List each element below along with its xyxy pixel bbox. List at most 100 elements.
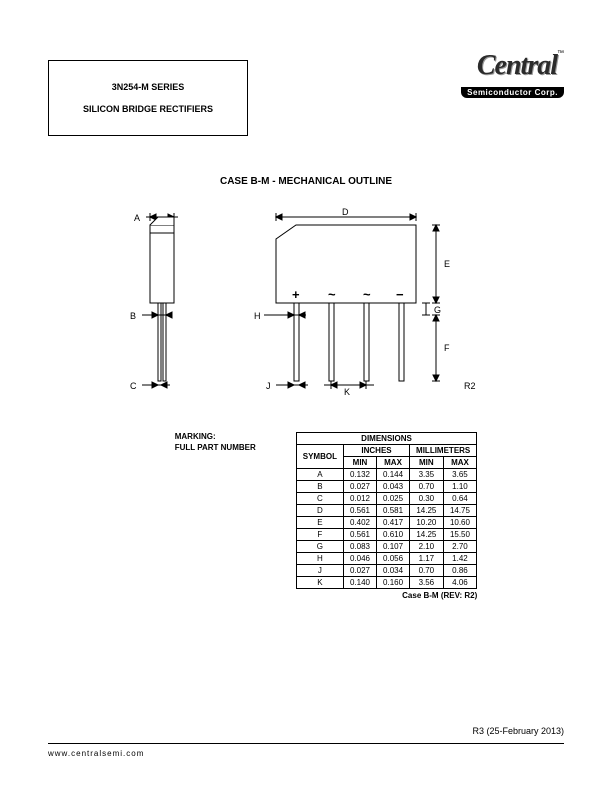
- dim-j-label: J: [266, 381, 271, 391]
- table-cell: 3.65: [443, 469, 477, 481]
- dim-g-label: G: [434, 305, 441, 315]
- logo-tm: ™: [557, 50, 564, 57]
- diagram-rev: R2: [464, 381, 476, 391]
- table-cell: 14.25: [410, 505, 444, 517]
- marking-line1: MARKING:: [175, 432, 256, 442]
- table-cell: 1.17: [410, 553, 444, 565]
- table-caption: Case B-M (REV: R2): [296, 591, 478, 600]
- footer-revision: R3 (25-February 2013): [472, 726, 564, 736]
- table-cell: K: [296, 577, 343, 589]
- table-title: DIMENSIONS: [296, 433, 477, 445]
- front-view-diagram: D + ~ ~ − E: [236, 207, 496, 397]
- col-min-mm: MIN: [410, 457, 444, 469]
- mechanical-diagram: A B: [48, 207, 564, 397]
- dim-k-label: K: [344, 387, 350, 397]
- product-label: SILICON BRIDGE RECTIFIERS: [67, 101, 229, 117]
- table-cell: 0.140: [343, 577, 376, 589]
- table-row: J0.0270.0340.700.86: [296, 565, 477, 577]
- table-cell: 0.046: [343, 553, 376, 565]
- footer-rule: [48, 743, 564, 744]
- col-max-in: MAX: [377, 457, 410, 469]
- dim-e-label: E: [444, 259, 450, 269]
- marking-line2: FULL PART NUMBER: [175, 443, 256, 453]
- table-cell: F: [296, 529, 343, 541]
- table-cell: 14.75: [443, 505, 477, 517]
- table-cell: 0.70: [410, 481, 444, 493]
- col-inches: INCHES: [343, 445, 409, 457]
- table-cell: H: [296, 553, 343, 565]
- table-cell: G: [296, 541, 343, 553]
- table-cell: 0.417: [377, 517, 410, 529]
- table-cell: B: [296, 481, 343, 493]
- table-cell: 2.70: [443, 541, 477, 553]
- col-symbol: SYMBOL: [296, 445, 343, 469]
- table-cell: 0.30: [410, 493, 444, 505]
- table-cell: 15.50: [443, 529, 477, 541]
- tilde1-symbol: ~: [328, 287, 336, 302]
- dim-h-label: H: [254, 311, 261, 321]
- footer-url: www.centralsemi.com: [48, 749, 144, 758]
- table-row: D0.5610.58114.2514.75: [296, 505, 477, 517]
- dim-a-label: A: [134, 213, 140, 223]
- side-view-diagram: A B: [116, 207, 206, 397]
- table-cell: D: [296, 505, 343, 517]
- col-mm: MILLIMETERS: [410, 445, 477, 457]
- table-cell: 0.012: [343, 493, 376, 505]
- table-cell: 0.561: [343, 529, 376, 541]
- minus-symbol: −: [396, 287, 404, 302]
- dim-d-label: D: [342, 207, 349, 217]
- table-row: G0.0830.1072.102.70: [296, 541, 477, 553]
- table-cell: 2.10: [410, 541, 444, 553]
- table-row: B0.0270.0430.701.10: [296, 481, 477, 493]
- col-max-mm: MAX: [443, 457, 477, 469]
- table-cell: 0.027: [343, 481, 376, 493]
- col-min-in: MIN: [343, 457, 376, 469]
- table-cell: 10.20: [410, 517, 444, 529]
- table-row: F0.5610.61014.2515.50: [296, 529, 477, 541]
- table-cell: 3.56: [410, 577, 444, 589]
- table-cell: 0.561: [343, 505, 376, 517]
- table-cell: 0.034: [377, 565, 410, 577]
- table-cell: 0.402: [343, 517, 376, 529]
- dim-b-label: B: [130, 311, 136, 321]
- table-cell: 0.86: [443, 565, 477, 577]
- plus-symbol: +: [292, 287, 300, 302]
- dim-c-label: C: [130, 381, 137, 391]
- table-cell: 0.70: [410, 565, 444, 577]
- dim-f-label: F: [444, 343, 450, 353]
- table-cell: 1.10: [443, 481, 477, 493]
- table-cell: J: [296, 565, 343, 577]
- section-title: CASE B-M - MECHANICAL OUTLINE: [48, 176, 564, 187]
- table-row: A0.1320.1443.353.65: [296, 469, 477, 481]
- table-cell: 4.06: [443, 577, 477, 589]
- dimensions-table-wrap: DIMENSIONS SYMBOL INCHES MILLIMETERS MIN…: [296, 432, 478, 600]
- table-cell: 1.42: [443, 553, 477, 565]
- table-cell: 0.083: [343, 541, 376, 553]
- table-cell: 0.160: [377, 577, 410, 589]
- logo-main: Central: [477, 50, 557, 81]
- series-label: 3N254-M SERIES: [67, 79, 229, 95]
- table-cell: 0.144: [377, 469, 410, 481]
- table-cell: 14.25: [410, 529, 444, 541]
- table-row: C0.0120.0250.300.64: [296, 493, 477, 505]
- table-cell: 0.610: [377, 529, 410, 541]
- table-cell: 10.60: [443, 517, 477, 529]
- company-logo: Central™ Semiconductor Corp.: [461, 50, 564, 100]
- table-cell: A: [296, 469, 343, 481]
- tilde2-symbol: ~: [363, 287, 371, 302]
- table-cell: 0.132: [343, 469, 376, 481]
- table-cell: 0.107: [377, 541, 410, 553]
- table-cell: 0.581: [377, 505, 410, 517]
- marking-block: MARKING: FULL PART NUMBER: [175, 432, 256, 453]
- table-cell: C: [296, 493, 343, 505]
- table-row: E0.4020.41710.2010.60: [296, 517, 477, 529]
- table-cell: 0.056: [377, 553, 410, 565]
- table-cell: 0.025: [377, 493, 410, 505]
- title-box: 3N254-M SERIES SILICON BRIDGE RECTIFIERS: [48, 60, 248, 136]
- table-row: K0.1400.1603.564.06: [296, 577, 477, 589]
- table-cell: 0.64: [443, 493, 477, 505]
- table-row: H0.0460.0561.171.42: [296, 553, 477, 565]
- table-cell: 0.027: [343, 565, 376, 577]
- dimensions-table: DIMENSIONS SYMBOL INCHES MILLIMETERS MIN…: [296, 432, 478, 589]
- logo-sub: Semiconductor Corp.: [461, 87, 564, 98]
